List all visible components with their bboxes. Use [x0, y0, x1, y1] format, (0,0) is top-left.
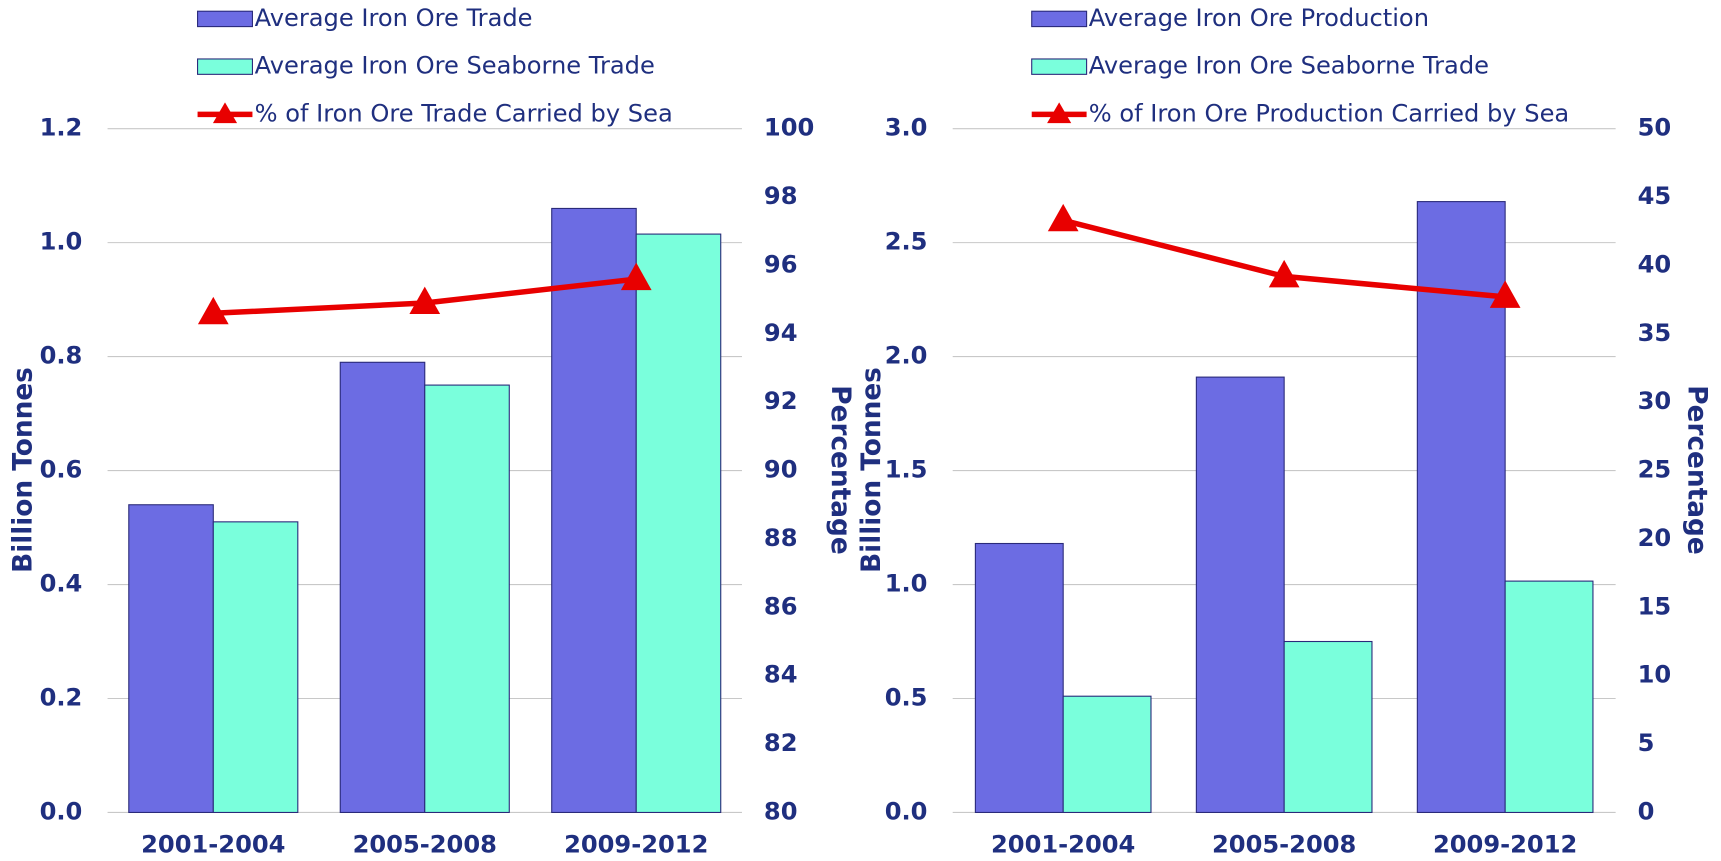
legend-label: Average Iron Ore Seaborne Trade [1089, 52, 1489, 80]
bar [1416, 201, 1506, 814]
y2-tick-label: 80 [764, 797, 798, 825]
bar [1062, 695, 1152, 814]
y-tick-label: 2.5 [885, 228, 928, 256]
y2-tick-label: 30 [1638, 387, 1672, 415]
y2-axis-title: Percentage [1681, 385, 1711, 554]
y-tick-label: 0.0 [40, 797, 83, 825]
bar [424, 384, 510, 814]
legend-swatch [197, 10, 253, 28]
y2-tick-label: 86 [764, 592, 798, 620]
y-tick-label: 0.5 [885, 683, 928, 711]
y2-tick-label: 50 [1638, 114, 1672, 142]
y2-tick-label: 98 [764, 182, 798, 210]
x-tick-label: 2005-2008 [353, 830, 497, 858]
y2-tick-label: 10 [1638, 661, 1672, 689]
x-tick-label: 2005-2008 [1212, 830, 1356, 858]
marker [409, 286, 441, 315]
y2-tick-label: 25 [1638, 456, 1672, 484]
y-axis-title: Billion Tonnes [857, 367, 887, 573]
y2-tick-label: 90 [764, 456, 798, 484]
bar [1283, 640, 1373, 814]
bar [1504, 580, 1594, 814]
y2-tick-label: 20 [1638, 524, 1672, 552]
y2-tick-label: 0 [1638, 797, 1655, 825]
marker [1489, 280, 1521, 308]
bar [212, 521, 299, 814]
marker [1268, 259, 1300, 288]
y2-tick-label: 96 [764, 250, 798, 278]
y-tick-label: 3.0 [885, 114, 928, 142]
y2-tick-label: 40 [1638, 250, 1672, 278]
y-tick-label: 0.0 [885, 797, 928, 825]
x-tick-label: 2009-2012 [564, 830, 708, 858]
y-tick-label: 2.0 [885, 342, 928, 370]
bar [339, 361, 426, 814]
y-tick-label: 0.4 [40, 570, 83, 598]
y-tick-label: 1.0 [40, 228, 83, 256]
legend-label: Average Iron Ore Production [1089, 4, 1429, 32]
y-tick-label: 0.2 [40, 683, 83, 711]
x-tick-label: 2001-2004 [141, 830, 285, 858]
y2-tick-label: 82 [764, 729, 798, 757]
y2-tick-label: 35 [1638, 319, 1672, 347]
y-axis-title: Billion Tonnes [9, 367, 39, 573]
y2-axis-title: Percentage [825, 385, 855, 554]
x-tick-label: 2009-2012 [1433, 830, 1577, 858]
bar [551, 207, 637, 814]
legend-label: % of Iron Ore Production Carried by Sea [1089, 99, 1569, 127]
y2-tick-label: 5 [1638, 729, 1655, 757]
y2-tick-label: 45 [1638, 182, 1672, 210]
bar [1195, 376, 1285, 814]
y-tick-label: 0.8 [40, 342, 83, 370]
bar [635, 233, 722, 814]
y2-tick-label: 88 [764, 524, 798, 552]
marker [1047, 203, 1079, 232]
y-tick-label: 1.0 [885, 570, 928, 598]
legend-label: Average Iron Ore Seaborne Trade [255, 52, 655, 80]
y-tick-label: 1.2 [40, 114, 83, 142]
legend-label: Average Iron Ore Trade [255, 4, 533, 32]
y2-tick-label: 92 [764, 387, 798, 415]
marker [620, 262, 652, 291]
y2-tick-label: 94 [764, 319, 798, 347]
y2-tick-label: 84 [764, 661, 798, 689]
y2-tick-label: 15 [1638, 592, 1672, 620]
legend-swatch [197, 58, 253, 75]
y-tick-label: 0.6 [40, 456, 83, 484]
x-tick-label: 2001-2004 [991, 830, 1135, 858]
legend-swatch [1031, 58, 1088, 75]
bar [974, 542, 1064, 814]
legend-label: % of Iron Ore Trade Carried by Sea [255, 99, 673, 127]
y-tick-label: 1.5 [885, 456, 928, 484]
y2-tick-label: 100 [764, 114, 814, 142]
legend-marker [1047, 102, 1072, 124]
legend-marker [212, 102, 238, 124]
legend-swatch [1031, 10, 1088, 28]
bar [128, 504, 214, 814]
marker [197, 296, 229, 325]
